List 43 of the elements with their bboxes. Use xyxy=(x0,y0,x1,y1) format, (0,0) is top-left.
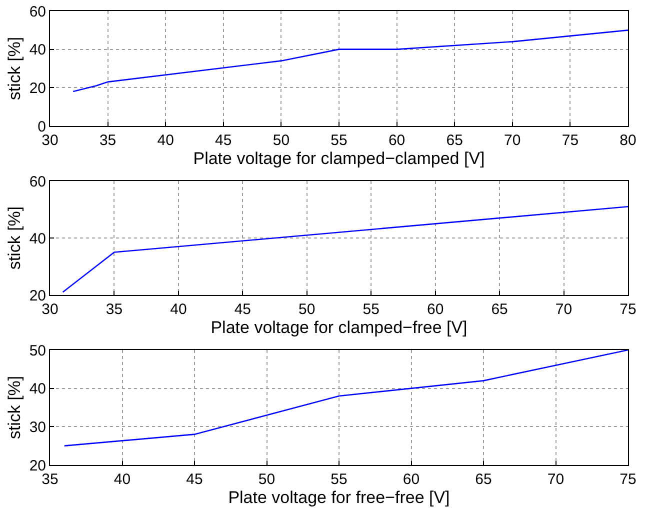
x-axis-title: Plate voltage for clamped−free [V] xyxy=(210,318,468,337)
x-tick-label: 60 xyxy=(402,471,420,488)
x-tick-label: 65 xyxy=(475,471,492,488)
x-tick-label: 50 xyxy=(272,132,290,149)
x-tick-label: 55 xyxy=(362,301,380,318)
x-tick-label: 40 xyxy=(170,301,187,318)
x-tick-label: 70 xyxy=(555,301,572,318)
x-tick-label: 65 xyxy=(491,301,508,318)
x-tick-label: 35 xyxy=(99,132,116,149)
y-axis-title: stick [%] xyxy=(4,36,24,100)
x-tick-label: 60 xyxy=(388,132,406,149)
x-tick-label: 75 xyxy=(562,132,579,149)
y-tick-label: 40 xyxy=(29,230,46,248)
x-tick-label: 35 xyxy=(106,301,123,318)
x-tick-label: 70 xyxy=(504,132,521,149)
x-tick-label: 70 xyxy=(547,471,564,488)
x-axis-title: Plate voltage for free−free [V] xyxy=(228,488,450,507)
y-tick-label: 40 xyxy=(29,42,46,59)
x-tick-label: 75 xyxy=(620,301,636,318)
x-tick-label: 50 xyxy=(258,471,276,488)
x-axis-title: Plate voltage for clamped−clamped [V] xyxy=(193,149,485,168)
y-tick-label: 60 xyxy=(29,173,46,190)
x-tick-label: 40 xyxy=(114,471,131,488)
x-tick-label: 45 xyxy=(234,301,252,318)
x-tick-label: 50 xyxy=(298,301,316,318)
y-axis-title: stick [%] xyxy=(4,206,24,270)
y-tick-label: 30 xyxy=(29,418,46,436)
x-tick-label: 55 xyxy=(330,471,348,488)
y-tick-label: 60 xyxy=(29,3,46,20)
x-tick-label: 80 xyxy=(620,132,636,149)
y-tick-label: 20 xyxy=(29,80,46,97)
x-tick-label: 55 xyxy=(330,132,348,149)
y-tick-label: 40 xyxy=(29,380,46,398)
x-tick-label: 45 xyxy=(186,471,203,488)
x-tick-label: 65 xyxy=(446,132,463,149)
x-tick-label: 60 xyxy=(426,301,444,318)
x-tick-label: 75 xyxy=(620,471,636,488)
x-tick-label: 40 xyxy=(157,132,174,149)
line-series xyxy=(72,30,628,92)
x-tick-label: 45 xyxy=(215,132,232,149)
line-series xyxy=(64,350,628,446)
y-tick-label: 50 xyxy=(29,342,46,360)
y-axis-title: stick [%] xyxy=(4,376,24,440)
